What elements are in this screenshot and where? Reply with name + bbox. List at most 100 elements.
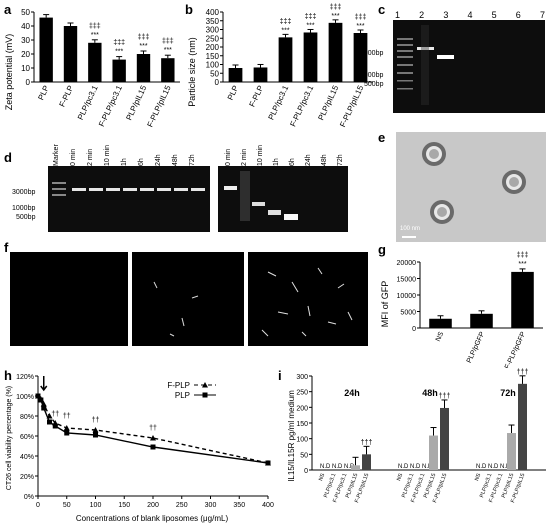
h-xtick-label: 200 xyxy=(147,502,159,509)
h-ytick-label: 20% xyxy=(20,474,34,481)
h-ytick-label: 80% xyxy=(20,414,34,421)
g-category-label: PLP/pGFP xyxy=(466,331,487,365)
h-legend-label: F-PLP xyxy=(167,381,190,390)
i-sig-dagger: ††† xyxy=(439,393,451,400)
gel-c-lane-label: 3 xyxy=(443,10,449,20)
i-group-label: 72h xyxy=(500,388,516,398)
gel-d-right-lane-label: 24h xyxy=(305,154,312,166)
a-ytick-label: 0 xyxy=(26,78,31,87)
h-xtick-label: 100 xyxy=(90,502,102,509)
b-category-label: PLP xyxy=(226,84,241,102)
i-ytick-label: 150 xyxy=(296,421,308,428)
h-legend-label: PLP xyxy=(175,391,190,400)
b-bar xyxy=(228,68,243,82)
i-ylabel: IL15/IL15R pg/ml medium xyxy=(287,390,296,482)
b-bar xyxy=(303,32,318,82)
gel-c-marker-1000: 1000bp xyxy=(360,72,384,79)
a-sig-double-dagger: ‡‡‡ xyxy=(138,34,150,41)
gel-c-lane-label: 7 xyxy=(539,10,545,20)
fluorescence-image-1 xyxy=(10,252,128,346)
a-bar xyxy=(63,26,78,82)
a-sig-double-dagger: ‡‡‡ xyxy=(162,38,174,45)
gel-d-left-lane-label: 48h xyxy=(172,154,179,166)
i-bar xyxy=(518,383,527,470)
gel-c-marker-500: 500bp xyxy=(364,81,384,88)
b-ytick-label: 200 xyxy=(206,43,220,52)
gel-c-lane-label: 1 xyxy=(395,10,401,20)
h-point-square xyxy=(52,423,58,429)
panel-label-g: g xyxy=(378,242,386,257)
i-category-label: NS xyxy=(318,472,326,482)
a-sig-star: *** xyxy=(91,32,99,39)
h-legend-square xyxy=(202,392,208,398)
gel-d-right-lane-label: 2 min xyxy=(241,149,248,166)
i-sig-dagger: ††† xyxy=(361,439,373,446)
h-ytick-label: 40% xyxy=(20,454,34,461)
h-ytick-label: 120% xyxy=(16,374,34,381)
b-category-label: F-PLP xyxy=(248,84,266,108)
i-ytick-label: 50 xyxy=(300,452,308,459)
i-category-label: NS xyxy=(396,472,404,482)
gel-d-right-lane-label: 0 min xyxy=(225,149,232,166)
a-ytick-label: 20 xyxy=(21,50,30,59)
a-category-label: F-PLP xyxy=(58,84,76,108)
h-arrow-icon xyxy=(40,376,48,392)
h-xtick-label: 400 xyxy=(262,502,274,509)
b-sig-double-dagger: ‡‡‡ xyxy=(330,4,342,11)
g-sig-star: *** xyxy=(518,261,526,268)
b-sig-double-dagger: ‡‡‡ xyxy=(355,14,367,21)
h-xtick-label: 150 xyxy=(118,502,130,509)
i-nd-label: N.D N.D N.D xyxy=(398,464,433,470)
tem-scalebar-label: 100 nm xyxy=(400,226,421,232)
gel-d-left-lane-label: 0 min xyxy=(70,149,77,166)
b-ytick-label: 50 xyxy=(210,69,219,78)
g-ytick-label: 20000 xyxy=(397,260,417,267)
panel-label-h: h xyxy=(4,368,12,383)
gel-d-left-lane-label: 24h xyxy=(155,154,162,166)
h-point-square xyxy=(265,460,271,466)
b-sig-star: *** xyxy=(281,27,289,34)
panel-label-f: f xyxy=(4,240,9,255)
h-xtick-label: 350 xyxy=(233,502,245,509)
a-category-label: PLP xyxy=(36,84,51,102)
a-bar xyxy=(88,42,102,82)
particle-size-chart: Particle size (nm) 050100150200250300350… xyxy=(187,4,373,129)
gel-d-left-lane-label: 10 min xyxy=(104,145,111,166)
gel-d-left-lanes: Marker 0 min 2 min 10 min 1h 6h 24h 48h 72h xyxy=(48,140,213,168)
g-sig-double-dagger: ‡‡‡ xyxy=(517,252,529,259)
a-bar xyxy=(161,58,175,82)
h-sig-dagger: †† xyxy=(51,411,59,418)
a-sig-double-dagger: ‡‡‡ xyxy=(113,40,125,47)
b-category-label: PLP/pc3.1 xyxy=(267,84,291,122)
b-category-label: PLP/pIL15 xyxy=(316,84,340,122)
gel-d-right-lane-label: 72h xyxy=(337,154,344,166)
a-bar xyxy=(136,54,151,82)
gel-d-right-lane-label: 48h xyxy=(321,154,328,166)
a-bar xyxy=(112,59,126,82)
gel-d-right-lane-label: 10 min xyxy=(257,145,264,166)
h-point-square xyxy=(41,405,47,411)
i-group-label: 48h xyxy=(422,388,438,398)
i-ytick-label: 0 xyxy=(304,468,308,475)
a-ytick-label: 10 xyxy=(21,64,30,73)
g-ytick-label: 15000 xyxy=(397,277,417,284)
panel-label-a: a xyxy=(4,2,12,17)
panel-label-b: b xyxy=(185,2,193,17)
b-bar xyxy=(278,37,293,82)
h-point-triangle xyxy=(63,425,70,431)
h-xtick-label: 0 xyxy=(36,502,40,509)
gel-c-lane-label: 4 xyxy=(467,10,473,20)
i-nd-label: N.D N.D N.D xyxy=(476,464,511,470)
h-sig-dagger: †† xyxy=(63,413,71,420)
b-ytick-label: 100 xyxy=(206,61,220,70)
b-ylabel: Particle size (nm) xyxy=(187,37,197,107)
b-ytick-label: 400 xyxy=(206,8,220,17)
gel-d-right-lane-label: 6h xyxy=(289,158,296,166)
gel-c-lane-label: 5 xyxy=(491,10,497,20)
gel-d-right-lanes: 0 min 2 min 10 min 1h 6h 24h 48h 72h xyxy=(222,140,352,168)
gel-image-d-left xyxy=(48,166,210,232)
gel-d-left-lane-label: Marker xyxy=(53,144,60,166)
gel-c-lane-label: 6 xyxy=(515,10,521,20)
a-category-label: PLP/pIL15 xyxy=(124,84,148,122)
b-ytick-label: 250 xyxy=(206,34,220,43)
